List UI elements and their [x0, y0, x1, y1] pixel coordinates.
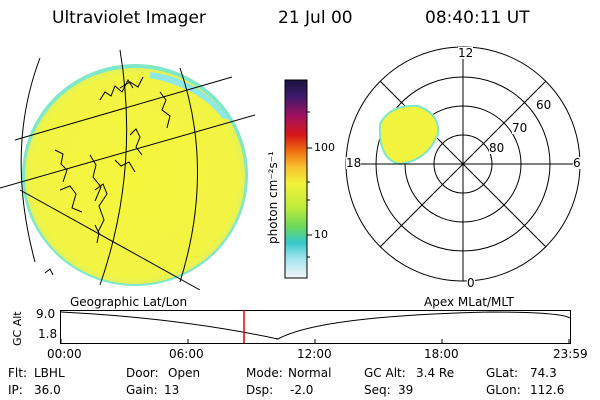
status-ip-value: 36.0: [34, 383, 61, 397]
mlt-label-0: 0: [467, 276, 475, 290]
lat-label-80: 80: [489, 141, 505, 155]
status-gcalt-key: GC Alt:: [364, 366, 406, 380]
status-gain-key: Gain:: [126, 383, 158, 397]
timeline-y-tick-min: 1.8: [38, 327, 58, 341]
lat-label-70: 70: [512, 121, 528, 135]
earth-disk-image: [0, 49, 256, 290]
coastline-outlines: [44, 76, 171, 276]
timeline-left-title: Geographic Lat/Lon: [70, 295, 188, 309]
disk-edge-glow: [150, 72, 230, 120]
timeline-x-tick-2: 12:00: [297, 347, 332, 361]
geographic-grid: [0, 49, 256, 290]
status-glon-value: 112.6: [530, 383, 565, 397]
colorbar-unit-label: photon cm⁻²s⁻¹: [266, 151, 280, 244]
status-flt-value: LBHL: [34, 366, 65, 380]
status-glon-key: GLon:: [486, 383, 521, 397]
auroral-oval-patch: [378, 104, 440, 166]
altitude-curve: [60, 311, 571, 340]
mlt-label-12: 12: [458, 46, 474, 60]
lat-label-60: 60: [536, 98, 552, 112]
timeline-x-tick-0: 00:00: [47, 347, 82, 361]
status-mode-key: Mode:: [246, 366, 283, 380]
status-gain-value: 13: [164, 383, 180, 397]
status-seq-value: 39: [398, 383, 414, 397]
timeline-right-title: Apex MLat/MLT: [424, 295, 514, 309]
disk-fill: [25, 68, 245, 284]
altitude-timeline-plot: [60, 310, 571, 344]
timeline-x-tick-4: 23:59: [553, 347, 588, 361]
status-glat-value: 74.3: [530, 366, 557, 380]
status-door-value: Open: [168, 366, 201, 380]
timeline-y-axis-label: GC Alt: [11, 311, 24, 346]
polar-mlt-plot: [345, 46, 581, 282]
status-door-key: Door:: [126, 366, 159, 380]
timeline-x-tick-3: 18:00: [424, 347, 459, 361]
mlt-label-18: 18: [346, 156, 362, 170]
instrument-title: Ultraviolet Imager: [52, 8, 206, 28]
color-scale-bar: [284, 79, 312, 279]
mlt-label-6: 6: [573, 156, 581, 170]
timeline-y-tick-max: 9.0: [36, 307, 56, 321]
status-seq-key: Seq:: [364, 383, 391, 397]
colorbar-tick-100: 100: [314, 141, 335, 154]
status-glat-key: GLat:: [486, 366, 519, 380]
status-mode-value: Normal: [288, 366, 332, 380]
date-label: 21 Jul 00: [278, 8, 353, 28]
time-label: 08:40:11 UT: [425, 8, 530, 28]
status-flt-key: Flt:: [8, 366, 27, 380]
timeline-x-tick-1: 06:00: [169, 347, 204, 361]
status-dsp-value: -2.0: [290, 383, 314, 397]
status-gcalt-value: 3.4 Re: [416, 366, 455, 380]
status-ip-key: IP:: [8, 383, 23, 397]
colorbar-tick-10: 10: [314, 228, 328, 241]
color-gradient: [284, 79, 308, 279]
status-dsp-key: Dsp:: [246, 383, 274, 397]
